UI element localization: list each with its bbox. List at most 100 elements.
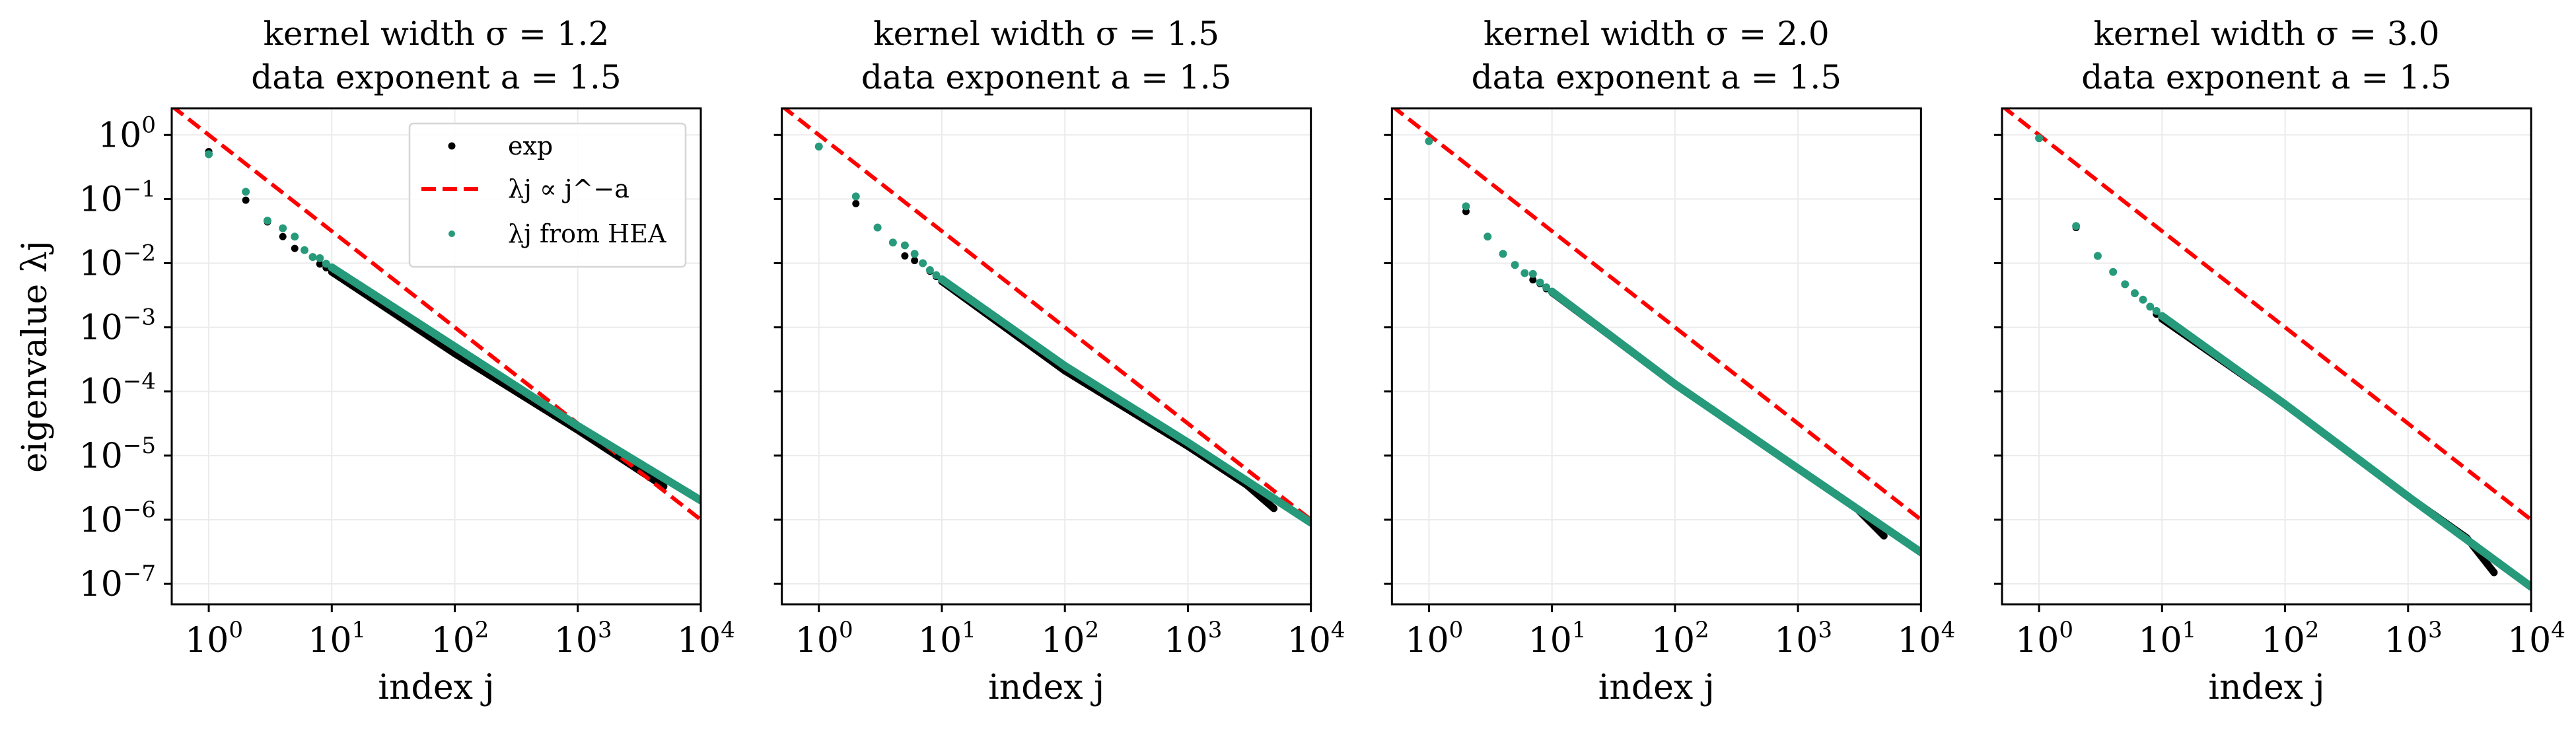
tick-base: 10 bbox=[2262, 621, 2305, 660]
tick-base: 10 bbox=[79, 244, 123, 284]
plot-area bbox=[2002, 108, 2532, 591]
hea-point bbox=[910, 250, 919, 258]
y-axis-label: eigenvalue λj bbox=[15, 240, 55, 473]
tick-exponent: 2 bbox=[1085, 617, 1099, 643]
axes-frame bbox=[2001, 107, 2532, 606]
tick-exponent: −7 bbox=[123, 561, 156, 587]
tick-base: 10 bbox=[2507, 621, 2551, 660]
tick-exponent: 0 bbox=[141, 112, 156, 138]
axes-frame bbox=[1390, 107, 1922, 606]
tick-base: 10 bbox=[1897, 621, 1941, 660]
hea-point bbox=[1536, 278, 1544, 287]
x-tick-label: 100 bbox=[185, 617, 243, 660]
y-tick-label: 10−7 bbox=[79, 561, 156, 604]
tick-exponent: 2 bbox=[475, 617, 489, 643]
legend-exp-marker bbox=[448, 142, 456, 150]
x-tick-label: 103 bbox=[2384, 617, 2443, 660]
hea-point bbox=[205, 150, 213, 159]
tick-exponent: 4 bbox=[1941, 617, 1956, 643]
power-law-reference-line bbox=[1392, 108, 1921, 522]
y-tick-label: 10−6 bbox=[79, 497, 156, 540]
tick-exponent: 3 bbox=[1208, 617, 1223, 643]
panel-3: kernel width σ = 2.0 data exponent a = 1.… bbox=[1384, 15, 1955, 707]
tick-exponent: 3 bbox=[2428, 617, 2443, 643]
y-tick-label: 10−5 bbox=[79, 433, 156, 476]
x-tick-label: 101 bbox=[2138, 617, 2196, 660]
tick-base: 10 bbox=[1651, 621, 1695, 660]
tick-base: 10 bbox=[308, 621, 351, 660]
hea-point bbox=[263, 217, 271, 225]
hea-point bbox=[242, 188, 250, 196]
exp-point bbox=[1270, 505, 1278, 513]
tick-exponent: 4 bbox=[721, 617, 735, 643]
panel-title-kernel-width: kernel width σ = 2.0 bbox=[1484, 15, 1830, 53]
hea-point bbox=[1462, 202, 1470, 211]
tick-base: 10 bbox=[1041, 621, 1085, 660]
y-tick-label: 10−1 bbox=[79, 176, 156, 219]
x-tick-label: 102 bbox=[431, 617, 489, 660]
hea-point bbox=[888, 238, 897, 247]
tick-exponent: 1 bbox=[1572, 617, 1587, 643]
tick-base: 10 bbox=[185, 621, 229, 660]
x-tick-label: 102 bbox=[1041, 617, 1099, 660]
panel-title-data-exponent: data exponent a = 1.5 bbox=[861, 58, 1232, 96]
x-tick-label: 104 bbox=[1287, 617, 1345, 660]
tick-exponent: −1 bbox=[123, 176, 156, 202]
hea-point bbox=[2146, 302, 2155, 311]
hea-point bbox=[291, 232, 299, 241]
y-tick-label: 100 bbox=[98, 112, 156, 155]
tick-base: 10 bbox=[1405, 621, 1449, 660]
tick-base: 10 bbox=[98, 116, 141, 155]
tick-exponent: −3 bbox=[123, 304, 156, 331]
panel-title-data-exponent: data exponent a = 1.5 bbox=[1472, 58, 1842, 96]
hea-point bbox=[2093, 252, 2102, 260]
panel-title-kernel-width: kernel width σ = 3.0 bbox=[2094, 15, 2440, 53]
y-tick-label: 10−4 bbox=[79, 369, 156, 412]
tick-base: 10 bbox=[79, 501, 123, 540]
hea-point bbox=[2139, 295, 2147, 304]
tick-base: 10 bbox=[1774, 621, 1818, 660]
tick-exponent: 1 bbox=[962, 617, 976, 643]
tick-exponent: −6 bbox=[123, 497, 156, 523]
tick-exponent: 3 bbox=[598, 617, 612, 643]
hea-point bbox=[873, 223, 882, 232]
x-tick-label: 102 bbox=[1651, 617, 1709, 660]
x-tick-label: 101 bbox=[1528, 617, 1587, 660]
hea-point bbox=[851, 192, 860, 201]
x-axis-label: index j bbox=[1598, 668, 1715, 707]
y-tick-label: 10−3 bbox=[79, 304, 156, 348]
x-tick-label: 100 bbox=[795, 617, 853, 660]
hea-point bbox=[932, 271, 941, 279]
hea-point bbox=[1521, 269, 1529, 277]
tick-base: 10 bbox=[79, 308, 123, 348]
exp-point bbox=[2490, 569, 2498, 577]
x-tick-label: 104 bbox=[677, 617, 735, 660]
hea-point bbox=[316, 254, 324, 262]
tick-base: 10 bbox=[2015, 621, 2059, 660]
tick-base: 10 bbox=[79, 180, 123, 219]
hea-point bbox=[2035, 134, 2044, 143]
x-tick-label: 103 bbox=[1774, 617, 1832, 660]
tick-exponent: −5 bbox=[123, 433, 156, 459]
hea-points bbox=[1425, 137, 1921, 557]
plot-area bbox=[172, 108, 701, 522]
hea-point bbox=[1528, 269, 1537, 278]
tick-exponent: 0 bbox=[229, 617, 243, 643]
tick-base: 10 bbox=[79, 565, 123, 604]
hea-point bbox=[925, 265, 934, 274]
panel-title-data-exponent: data exponent a = 1.5 bbox=[2081, 58, 2452, 96]
hea-point bbox=[1425, 137, 1433, 145]
tick-base: 10 bbox=[79, 372, 123, 412]
hea-point bbox=[1484, 232, 1492, 241]
hea-points bbox=[205, 150, 701, 505]
hea-point bbox=[2109, 267, 2118, 276]
tick-base: 10 bbox=[554, 621, 598, 660]
hea-point bbox=[2152, 306, 2161, 315]
exp-point bbox=[852, 199, 860, 207]
axes-frame bbox=[170, 107, 702, 606]
x-tick-label: 100 bbox=[2015, 617, 2073, 660]
exp-point bbox=[911, 256, 919, 264]
tick-base: 10 bbox=[795, 621, 839, 660]
hea-point bbox=[279, 224, 287, 232]
